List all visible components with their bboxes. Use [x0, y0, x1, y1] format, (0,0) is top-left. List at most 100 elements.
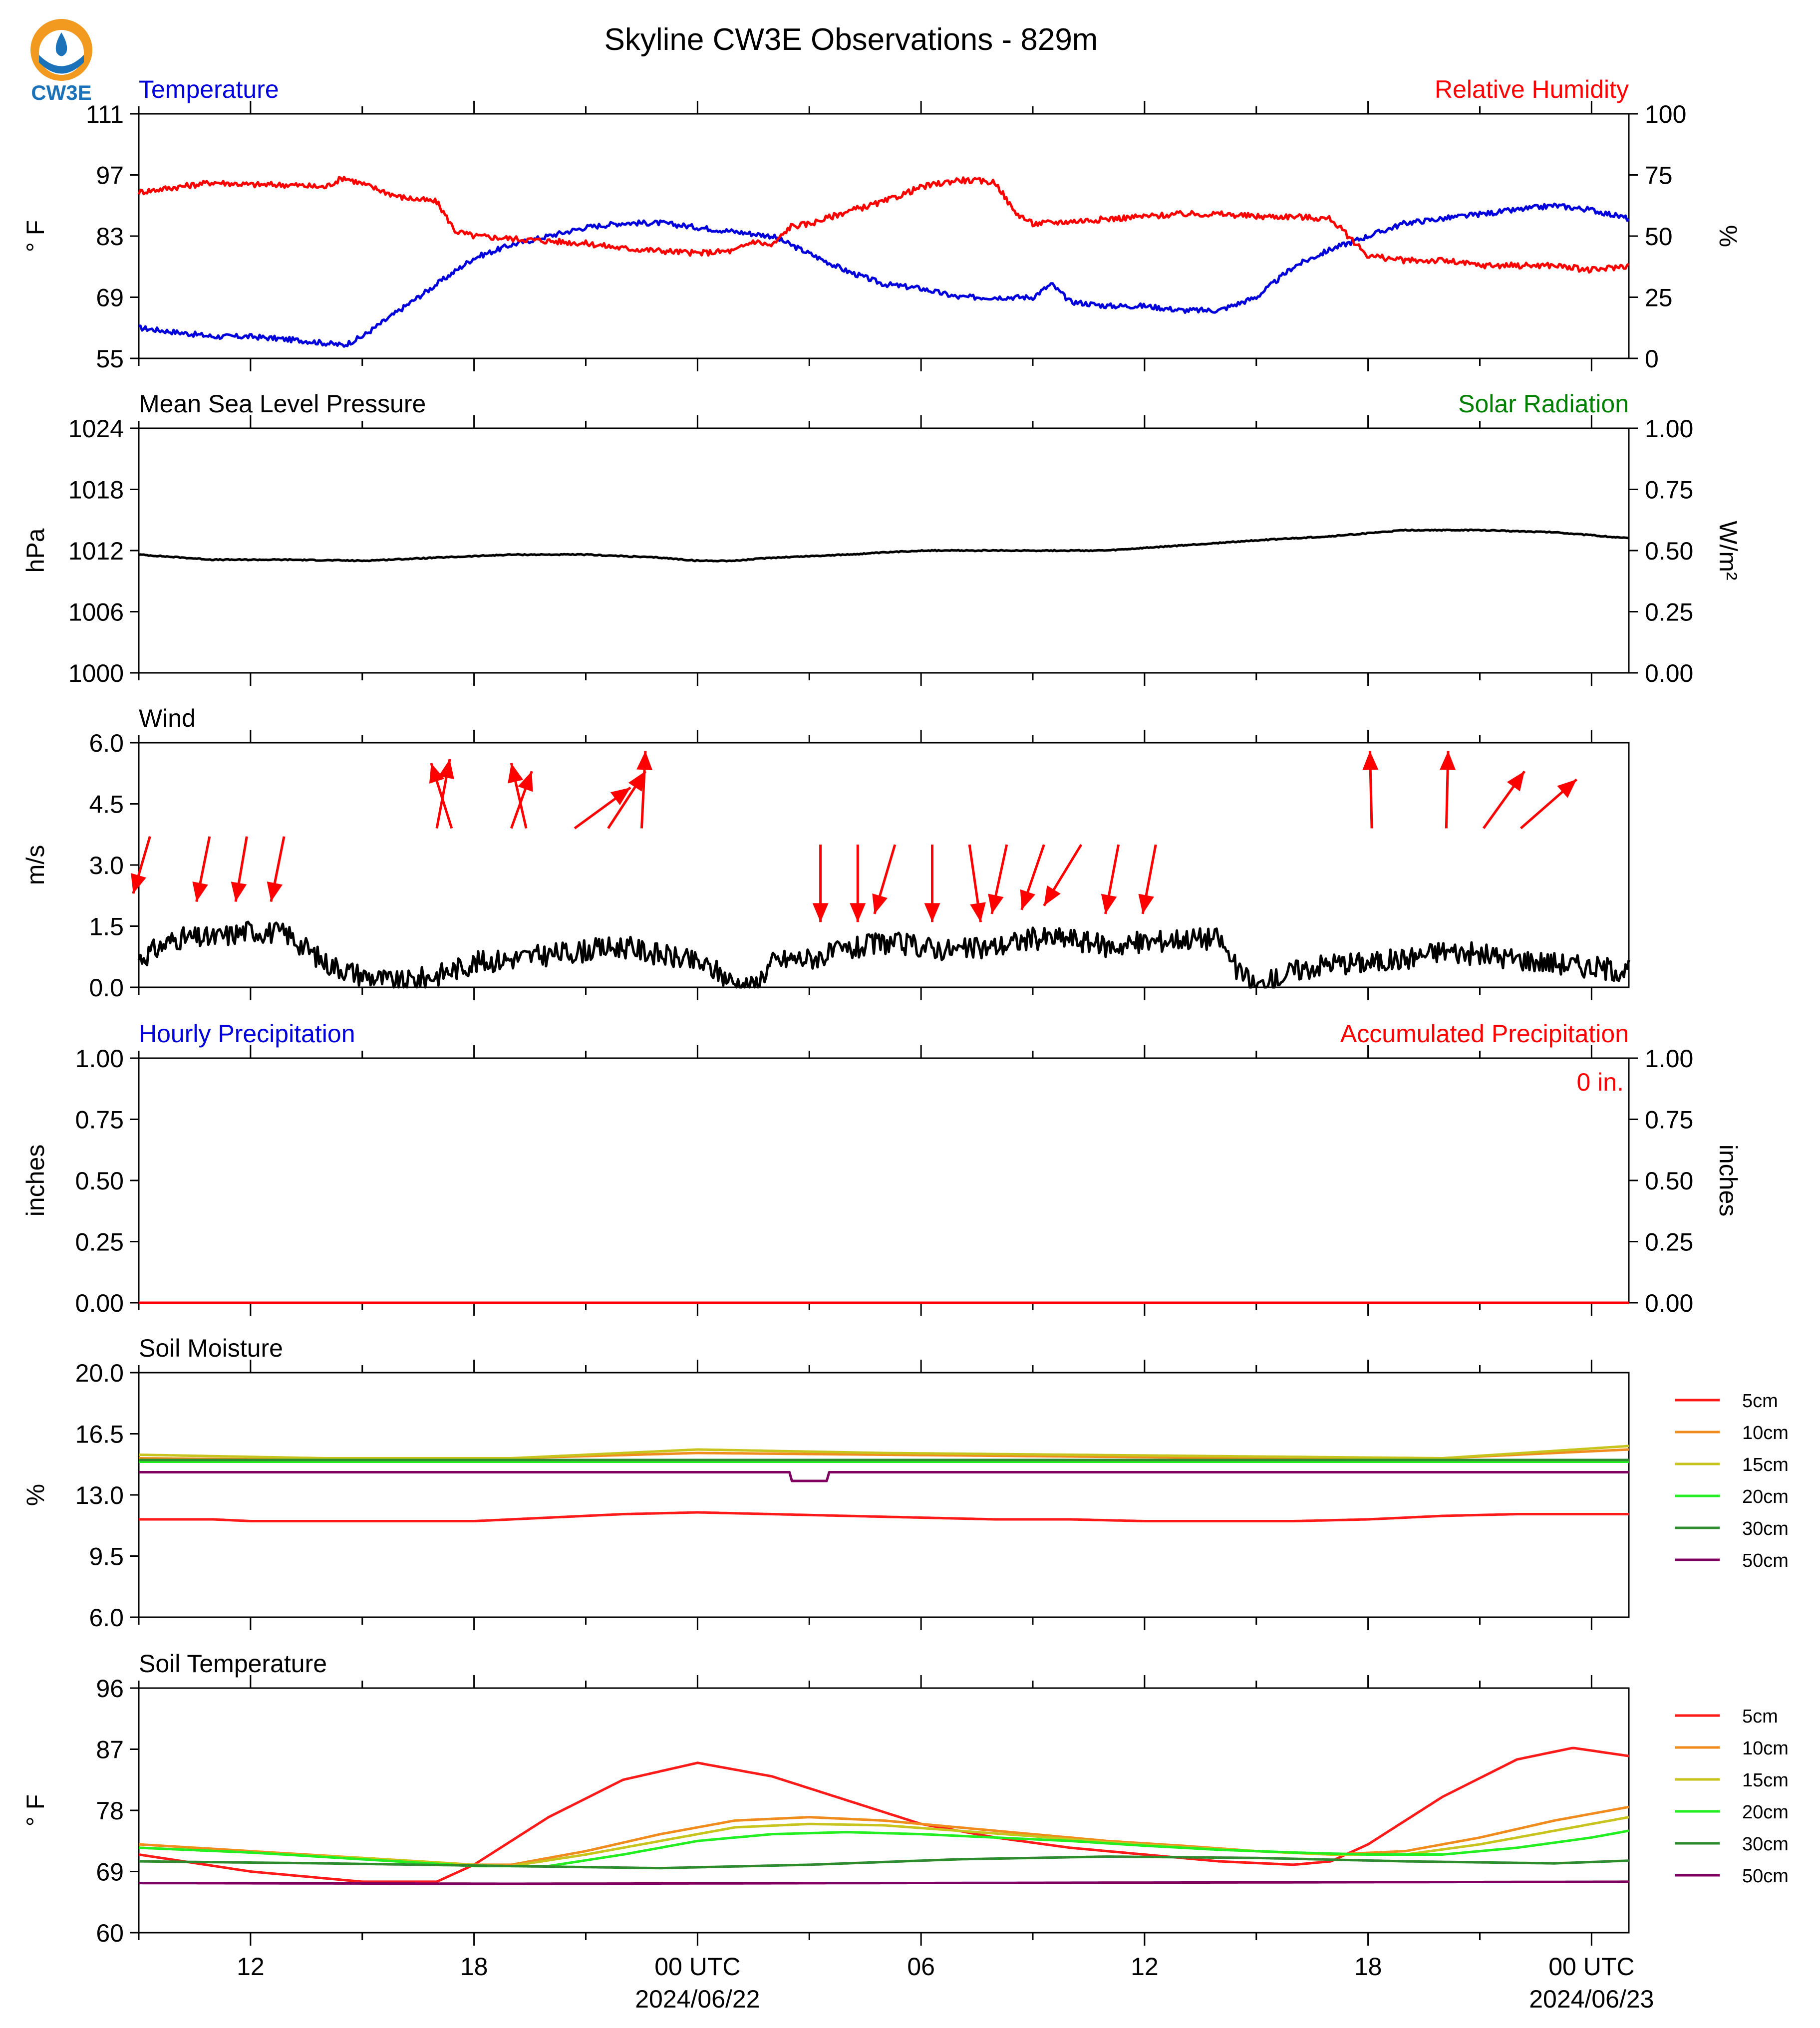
y-tick-label: 69 [96, 284, 124, 312]
x-date-label: 2024/06/22 [635, 1985, 760, 2013]
y-axis-label-right: inches [1714, 1145, 1742, 1217]
panel-title-right: Accumulated Precipitation [1340, 1020, 1629, 1048]
panel-temperature-humidity: 111 97 83 69 55 100 75 50 25 0 ° F % Temperature Rela… [21, 75, 1742, 373]
wind-arrow-head [1362, 751, 1379, 770]
y-tick-label: 13.0 [75, 1481, 124, 1509]
y-tick-label-right: 0 [1645, 345, 1659, 373]
panels-group: 111 97 83 69 55 100 75 50 25 0 ° F % Temperature Rela… [21, 75, 1789, 2013]
legend-label: 50cm [1742, 1550, 1789, 1571]
wind-arrow-head [429, 763, 445, 784]
panel-frame [138, 742, 1630, 988]
panel-frame [138, 1687, 1630, 1934]
series-line-50cm [139, 1471, 1629, 1482]
y-tick-label: 111 [86, 100, 124, 128]
panel-title-right: Relative Humidity [1435, 75, 1629, 103]
panel-frame [138, 1057, 1630, 1304]
y-tick-label: 1000 [68, 659, 124, 687]
accumulated-total-label: 0 in. [1576, 1068, 1624, 1096]
y-axis-label: ° F [21, 1794, 49, 1826]
y-tick-label: 0.0 [89, 974, 124, 1002]
y-tick-label: 1.00 [75, 1045, 124, 1073]
legend-label: 20cm [1742, 1486, 1789, 1507]
y-tick-label: 1018 [68, 476, 124, 504]
y-tick-label-right: 0.00 [1645, 659, 1693, 687]
panel-precipitation: 1.00 0.75 0.50 0.25 0.00 1.00 0.75 0.50 0.25 0.00… [21, 1020, 1742, 1317]
series-line-mslp [138, 528, 1629, 563]
y-tick-label: 78 [96, 1797, 124, 1825]
wind-arrow-head [812, 903, 829, 922]
y-tick-label: 3.0 [89, 852, 124, 879]
y-axis-label: m/s [21, 845, 49, 885]
wind-arrow-head [131, 873, 146, 894]
wind-arrow-head [628, 771, 645, 792]
panel-title-left: Wind [139, 704, 196, 732]
wind-arrow-head [1138, 893, 1154, 914]
y-axis-label: inches [21, 1145, 49, 1217]
y-tick-label: 83 [96, 223, 124, 251]
y-tick-label: 97 [96, 162, 124, 190]
wind-arrow-head [1020, 889, 1036, 910]
series-line-20cm [138, 1829, 1629, 1868]
legend-label: 5cm [1742, 1391, 1778, 1412]
y-axis-label-right: W/m² [1714, 521, 1742, 580]
y-tick-label: 1024 [68, 415, 124, 443]
page-title: Skyline CW3E Observations - 829m [605, 22, 1098, 57]
y-tick-label: 0.50 [75, 1167, 124, 1195]
y-tick-label-right: 0.25 [1645, 598, 1693, 626]
panel-wind: 6.0 4.5 3.0 1.5 0.0 m/s Wind [21, 704, 1630, 1002]
y-tick-label-right: 0.50 [1645, 537, 1693, 565]
legend-label: 15cm [1742, 1770, 1789, 1791]
logo-icon: CW3E [30, 19, 92, 104]
y-axis-label: % [21, 1484, 49, 1506]
panel-frame [138, 1372, 1630, 1618]
y-tick-label-right: 0.25 [1645, 1228, 1693, 1256]
wind-arrow-head [1507, 771, 1525, 792]
series-line-temperature [139, 202, 1630, 348]
x-tick-label: 18 [1354, 1953, 1382, 1981]
wind-arrow-head [610, 787, 631, 806]
y-tick-label-right: 0.00 [1645, 1289, 1693, 1317]
y-tick-label: 0.00 [75, 1289, 124, 1317]
series-line-30cm [139, 1855, 1629, 1870]
y-axis-label: ° F [21, 220, 49, 252]
x-tick-label: 06 [907, 1953, 935, 1981]
wind-arrow-head [192, 881, 208, 902]
y-tick-label: 6.0 [89, 729, 124, 757]
y-tick-label: 0.25 [75, 1228, 124, 1256]
panel-title-left: Hourly Precipitation [139, 1020, 355, 1048]
series-line-5cm [139, 1511, 1629, 1522]
legend-label: 30cm [1742, 1834, 1789, 1855]
y-tick-label-right: 50 [1645, 223, 1673, 251]
y-tick-label-right: 1.00 [1645, 415, 1693, 443]
x-tick-label: 18 [460, 1953, 488, 1981]
legend-label: 5cm [1742, 1706, 1778, 1727]
y-tick-label: 1012 [68, 537, 124, 565]
wind-arrow-head [924, 903, 940, 922]
wind-arrow-head [1440, 751, 1456, 770]
panel-frame [138, 427, 1630, 674]
panel-soil-moisture: 20.0 16.5 13.0 9.5 6.0% Soil Moisture 5cm 10cm 1… [21, 1334, 1789, 1632]
panel-soil-temperature: 96 87 78 69 60 ° F Soil Temperature 5cm 10cm 15cm… [21, 1650, 1789, 1947]
series-line-relative_humidity [137, 176, 1630, 274]
y-tick-label: 16.5 [75, 1421, 124, 1449]
y-tick-label-right: 25 [1645, 284, 1673, 312]
wind-arrow-head [636, 751, 653, 771]
y-tick-label: 6.0 [89, 1604, 124, 1632]
wind-arrow-head [872, 893, 888, 914]
series-line-wind_speed [137, 920, 1630, 989]
legend-label: 10cm [1742, 1423, 1789, 1444]
series-line-5cm [138, 1746, 1629, 1883]
panel-pressure: 1024 1018 1012 1006 1000 1.00 0.75 0.50 0.25 0.00… [21, 390, 1742, 687]
y-tick-label-right: 100 [1645, 100, 1686, 128]
y-tick-label: 87 [96, 1736, 124, 1764]
wind-arrow-head [438, 759, 454, 779]
panel-title-left: Mean Sea Level Pressure [139, 390, 426, 418]
legend-label: 50cm [1742, 1866, 1789, 1887]
x-date-label: 2024/06/23 [1529, 1985, 1654, 2013]
wind-arrow-head [1101, 893, 1117, 914]
panel-title-left: Soil Temperature [139, 1650, 327, 1678]
y-tick-label: 9.5 [89, 1543, 124, 1571]
panel-title-left: Temperature [139, 75, 279, 103]
y-tick-label: 60 [96, 1919, 124, 1947]
